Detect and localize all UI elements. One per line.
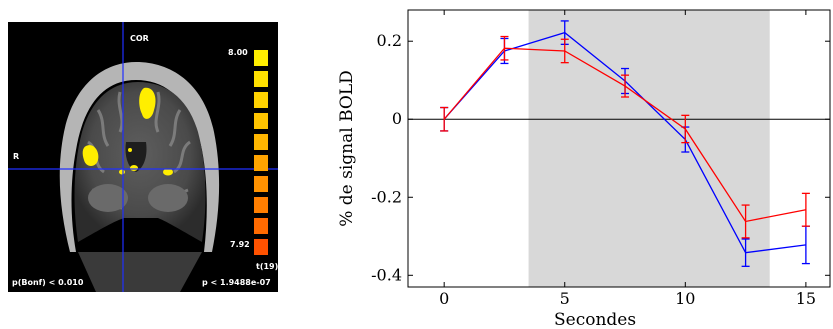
scale-swatch (254, 239, 268, 255)
scale-swatch (254, 155, 268, 171)
p-value-label: p < 1.9488e-07 (202, 278, 271, 287)
x-tick-label: 15 (796, 289, 816, 308)
scale-min-label: 7.92 (230, 240, 250, 249)
plot-frame (407, 9, 831, 288)
scale-swatch (254, 50, 268, 66)
y-tick-label: -0.4 (371, 265, 402, 284)
brain-viewer[interactable]: COR R 8.00 7.92 t(19) p(Bonf) < 0.010 p … (8, 22, 278, 292)
side-label: R (13, 152, 20, 161)
scale-swatch (254, 71, 268, 87)
x-axis-label: Secondes (554, 310, 636, 329)
stimulus-period-shading (528, 10, 770, 287)
neck (78, 252, 202, 292)
coronal-slice-image (8, 22, 278, 292)
y-axis-label: % de signal BOLD (337, 70, 357, 227)
y-tick-label: 0 (392, 109, 402, 128)
y-tick-label: 0.2 (377, 31, 402, 50)
scale-max-label: 8.00 (228, 48, 248, 57)
scale-swatch (254, 134, 268, 150)
scale-swatch (254, 197, 268, 213)
x-tick-label: 5 (560, 289, 570, 308)
scale-swatch (254, 218, 268, 234)
y-tick-label: -0.2 (371, 187, 402, 206)
view-label: COR (130, 34, 149, 43)
scale-swatch (254, 113, 268, 129)
scale-swatch (254, 92, 268, 108)
stat-label: t(19) (256, 262, 278, 271)
scale-swatch (254, 176, 268, 192)
x-tick-label: 0 (439, 289, 449, 308)
x-tick-label: 10 (675, 289, 695, 308)
threshold-label: p(Bonf) < 0.010 (12, 278, 84, 287)
color-scale (254, 50, 268, 255)
bold-signal-chart: 0 5 10 15 0.2 0 -0.2 -0.4 Secondes % de signal … (337, 9, 831, 329)
